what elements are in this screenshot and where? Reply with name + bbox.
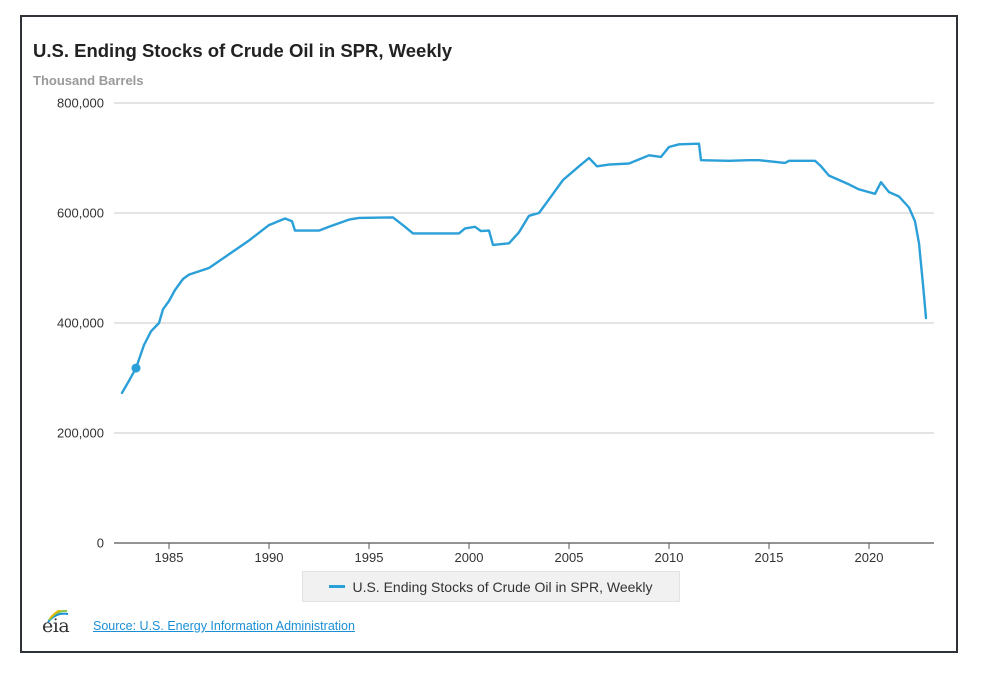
x-tick-label: 1990 xyxy=(255,550,284,565)
eia-logo-arc-icon xyxy=(47,610,69,623)
chart-frame xyxy=(20,15,958,653)
highlight-marker xyxy=(131,363,141,373)
grid-lines xyxy=(114,102,934,434)
x-tick-label: 1985 xyxy=(155,550,184,565)
source-link[interactable]: Source: U.S. Energy Information Administ… xyxy=(93,619,355,633)
series-line xyxy=(120,142,928,395)
y-axis-labels: 0 200,000 400,000 600,000 800,000 xyxy=(57,96,104,551)
y-tick-label: 600,000 xyxy=(57,206,104,221)
eia-logo: eia xyxy=(40,610,78,637)
y-tick-label: 0 xyxy=(97,536,104,551)
x-tick-label: 2020 xyxy=(855,550,884,565)
legend-swatch xyxy=(329,585,346,588)
chart-subtitle: Thousand Barrels xyxy=(33,73,144,88)
x-tick-label: 2000 xyxy=(455,550,484,565)
chart-title: U.S. Ending Stocks of Crude Oil in SPR, … xyxy=(33,40,453,61)
x-tick-label: 2010 xyxy=(655,550,684,565)
x-tick-label: 2015 xyxy=(755,550,784,565)
y-tick-label: 400,000 xyxy=(57,316,104,331)
legend[interactable]: U.S. Ending Stocks of Crude Oil in SPR, … xyxy=(302,571,680,602)
legend-label: U.S. Ending Stocks of Crude Oil in SPR, … xyxy=(352,578,653,595)
x-axis: 1985 1990 1995 2000 2005 2010 2015 2020 xyxy=(114,542,934,565)
x-tick-label: 1995 xyxy=(355,550,384,565)
footer: eia Source: U.S. Energy Information Admi… xyxy=(40,610,355,637)
y-tick-label: 200,000 xyxy=(57,426,104,441)
eia-logo-text: eia xyxy=(42,615,70,637)
x-tick-label: 2005 xyxy=(555,550,584,565)
y-tick-label: 800,000 xyxy=(57,96,104,111)
series-layer xyxy=(120,142,928,395)
